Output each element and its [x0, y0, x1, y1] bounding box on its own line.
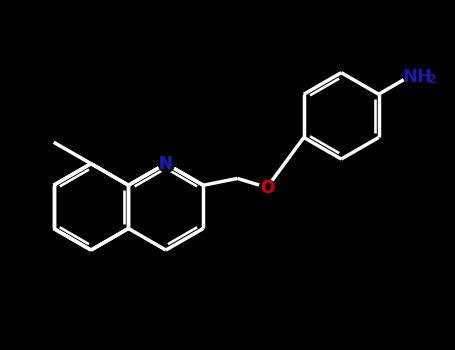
Text: N: N [159, 155, 173, 173]
Text: 2: 2 [428, 73, 436, 86]
Text: O: O [260, 178, 274, 196]
Text: O: O [260, 178, 274, 196]
Text: N: N [159, 155, 173, 173]
Text: NH: NH [402, 68, 432, 86]
